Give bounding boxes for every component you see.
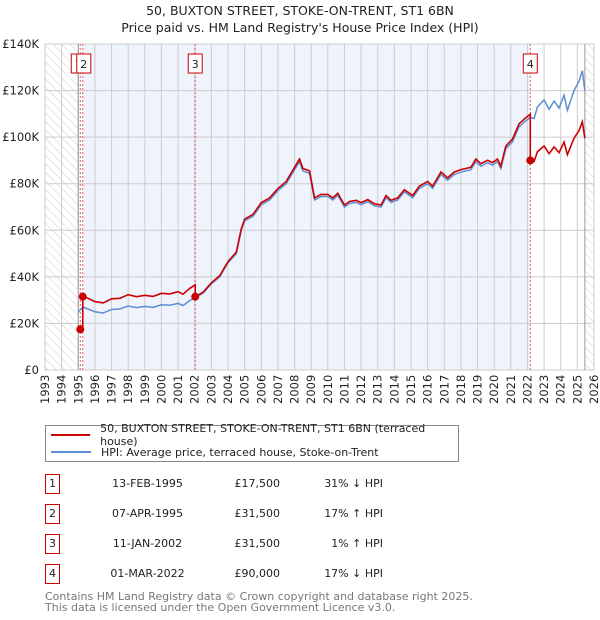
- footer-line1: Contains HM Land Registry data © Crown c…: [45, 590, 473, 603]
- property-price-line: [79, 112, 586, 330]
- x-tick-label: 1999: [138, 375, 152, 404]
- legend-item-property: 50, BUXTON STREET, STOKE-ON-TRENT, ST1 6…: [46, 422, 458, 448]
- x-tick-label: 2003: [204, 375, 218, 404]
- x-tick-label: 2013: [371, 375, 385, 404]
- x-tick-label: 2010: [321, 375, 335, 404]
- sale-number-badge: 4: [45, 564, 60, 584]
- hpi-comparison: 1% ↑ HPI: [331, 537, 383, 550]
- sale-point: [78, 292, 87, 301]
- x-tick-label: 2008: [288, 375, 302, 404]
- y-tick-label: £100K: [2, 130, 39, 144]
- legend: 50, BUXTON STREET, STOKE-ON-TRENT, ST1 6…: [45, 422, 459, 462]
- table-row: 4 01-MAR-2022 £90,000 17% ↓ HPI: [45, 564, 465, 584]
- hpi-comparison: 17% ↑ HPI: [324, 507, 383, 520]
- sale-point: [191, 292, 200, 301]
- x-tick-label: 2021: [504, 375, 518, 404]
- x-tick-label: 1996: [88, 375, 102, 404]
- sale-label-box: [76, 53, 92, 74]
- x-tick-label: 2015: [404, 375, 418, 404]
- x-tick-label: 2016: [421, 375, 435, 404]
- sale-label-number: 2: [80, 58, 87, 71]
- x-tick-label: 2001: [171, 375, 185, 404]
- sale-label-number: 3: [192, 58, 199, 71]
- y-tick-label: £140K: [2, 37, 39, 51]
- sale-point: [76, 325, 85, 334]
- table-row: 1 13-FEB-1995 £17,500 31% ↓ HPI: [45, 474, 465, 494]
- x-tick-label: 1997: [105, 375, 119, 404]
- x-tick-label: 1995: [71, 375, 85, 404]
- x-tick-label: 2023: [537, 375, 551, 404]
- legend-label-hpi: HPI: Average price, terraced house, Stok…: [101, 445, 379, 459]
- x-tick-label: 2007: [271, 375, 285, 404]
- ownership-shade: [82, 44, 531, 370]
- sale-price: £90,000: [234, 567, 281, 580]
- hpi-comparison: 31% ↓ HPI: [324, 477, 383, 490]
- x-tick-label: 2005: [238, 375, 252, 404]
- sale-date: 11-JAN-2002: [112, 537, 183, 550]
- x-tick-label: 2009: [304, 375, 318, 404]
- sale-price: £31,500: [234, 507, 281, 520]
- x-tick-label: 2022: [520, 375, 534, 404]
- footer-line2: This data is licensed under the Open Gov…: [45, 601, 396, 614]
- y-tick-label: £20K: [10, 316, 40, 330]
- hpi-line: [77, 70, 586, 314]
- y-tick-label: £80K: [10, 177, 40, 191]
- legend-swatch-red: [51, 434, 91, 436]
- x-tick-label: 2002: [188, 375, 202, 404]
- y-tick-label: £40K: [10, 270, 40, 284]
- table-row: 2 07-APR-1995 £31,500 17% ↑ HPI: [45, 504, 465, 524]
- hpi-comparison: 17% ↓ HPI: [324, 567, 383, 580]
- y-tick-label: £0: [24, 363, 39, 377]
- legend-item-hpi: HPI: Average price, terraced house, Stok…: [46, 444, 379, 460]
- sale-price: £17,500: [234, 477, 281, 490]
- table-row: 3 11-JAN-2002 £31,500 1% ↑ HPI: [45, 534, 465, 554]
- x-tick-label: 2018: [454, 375, 468, 404]
- sale-number-badge: 3: [45, 534, 60, 554]
- x-tick-label: 2026: [587, 375, 600, 404]
- x-tick-label: 2017: [437, 375, 451, 404]
- sale-price: £31,500: [234, 537, 281, 550]
- x-tick-label: 2012: [354, 375, 368, 404]
- sale-label-number: 4: [527, 58, 534, 71]
- y-tick-label: £60K: [10, 223, 40, 237]
- x-tick-label: 2004: [221, 375, 235, 404]
- sale-label-box: [522, 53, 538, 74]
- x-tick-label: 2000: [154, 375, 168, 404]
- no-data-hatch-right: [584, 44, 594, 370]
- x-tick-label: 2020: [487, 375, 501, 404]
- x-tick-label: 2024: [554, 375, 568, 404]
- chart-title-line1: 50, BUXTON STREET, STOKE-ON-TRENT, ST1 6…: [146, 3, 454, 18]
- chart-title-line2: Price paid vs. HM Land Registry's House …: [121, 20, 479, 35]
- sale-label-box: [187, 53, 203, 74]
- sale-number-badge: 2: [45, 504, 60, 524]
- legend-label-property: 50, BUXTON STREET, STOKE-ON-TRENT, ST1 6…: [100, 422, 426, 448]
- price-chart: 1993 1994 1995 1996 1997 1998 1999 2000 2001 2002…: [2, 37, 600, 404]
- sale-number-badge: 1: [45, 474, 60, 494]
- sale-date: 01-MAR-2022: [110, 567, 185, 580]
- sale-point: [526, 156, 535, 165]
- x-tick-label: 1994: [55, 375, 69, 404]
- x-tick-label: 2025: [570, 375, 584, 404]
- x-tick-label: 1993: [38, 375, 52, 404]
- x-tick-label: 2006: [254, 375, 268, 404]
- x-tick-label: 2019: [471, 375, 485, 404]
- x-tick-label: 1998: [121, 375, 135, 404]
- sale-date: 07-APR-1995: [111, 507, 184, 520]
- sale-date: 13-FEB-1995: [112, 477, 183, 490]
- x-tick-label: 2014: [387, 375, 401, 404]
- legend-swatch-blue: [51, 451, 91, 453]
- x-tick-label: 2011: [337, 375, 351, 404]
- y-tick-label: £120K: [2, 84, 39, 98]
